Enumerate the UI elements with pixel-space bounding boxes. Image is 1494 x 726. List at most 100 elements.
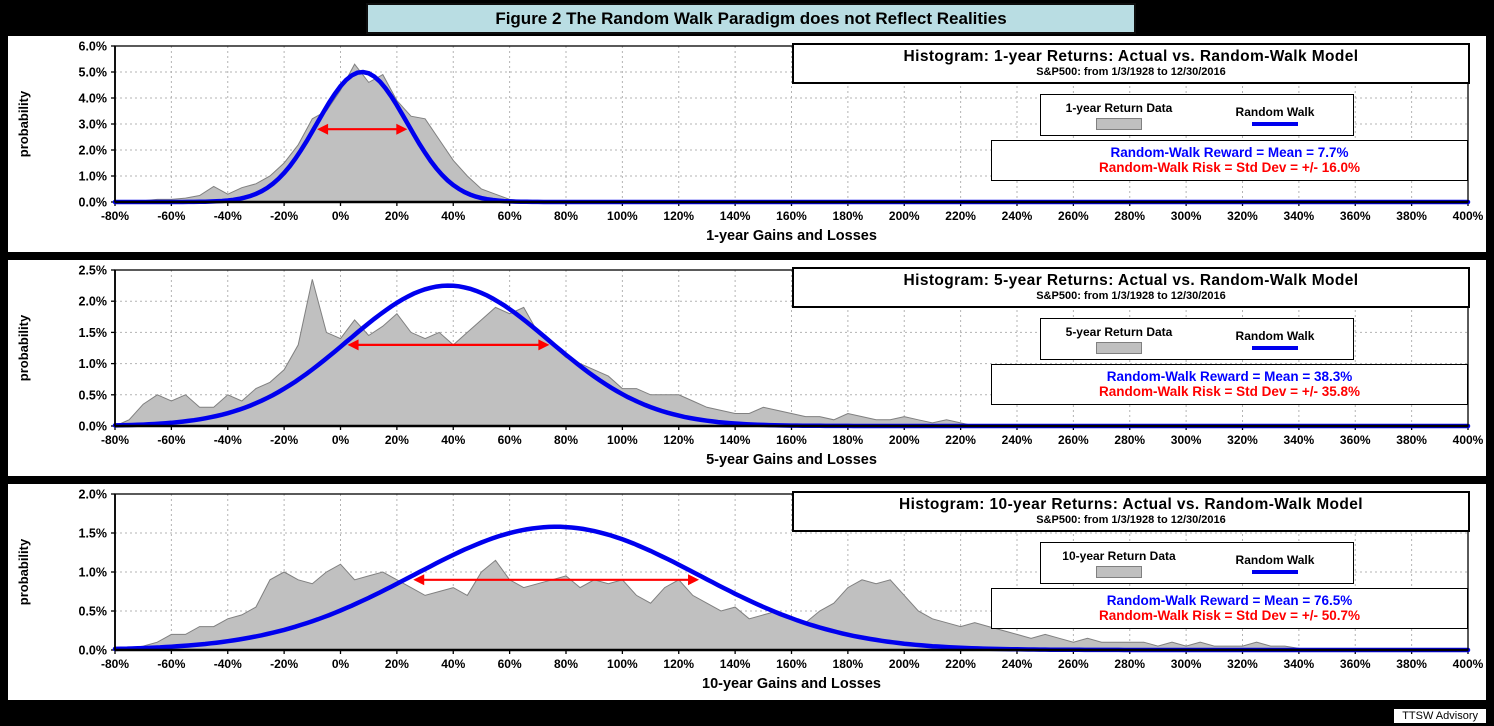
svg-text:20%: 20%: [385, 433, 409, 447]
reward-text: Random-Walk Reward = Mean = 7.7%: [1110, 145, 1349, 160]
legend: 5-year Return Data Random Walk: [1040, 318, 1354, 360]
chart-title-box: Histogram: 1-year Returns: Actual vs. Ra…: [792, 43, 1470, 84]
svg-text:380%: 380%: [1396, 433, 1427, 447]
svg-text:140%: 140%: [720, 657, 751, 671]
svg-text:360%: 360%: [1340, 433, 1371, 447]
svg-text:40%: 40%: [441, 209, 465, 223]
svg-text:240%: 240%: [1002, 209, 1033, 223]
svg-text:0.5%: 0.5%: [79, 605, 108, 619]
svg-text:280%: 280%: [1114, 433, 1145, 447]
chart-subtitle: S&P500: from 1/3/1928 to 12/30/2016: [1036, 290, 1226, 302]
figure-title-banner: Figure 2 The Random Walk Paradigm does n…: [366, 3, 1136, 34]
svg-text:40%: 40%: [441, 657, 465, 671]
svg-text:160%: 160%: [776, 433, 807, 447]
legend-item-random-walk: Random Walk: [1197, 319, 1353, 359]
svg-text:-80%: -80%: [101, 433, 129, 447]
svg-text:400%: 400%: [1453, 209, 1484, 223]
svg-text:300%: 300%: [1171, 209, 1202, 223]
svg-text:200%: 200%: [889, 209, 920, 223]
legend-item-random-walk: Random Walk: [1197, 95, 1353, 135]
svg-text:160%: 160%: [776, 657, 807, 671]
svg-text:-40%: -40%: [214, 657, 242, 671]
histogram-swatch-icon: [1096, 565, 1142, 578]
svg-text:340%: 340%: [1284, 657, 1315, 671]
svg-text:6.0%: 6.0%: [79, 40, 108, 54]
svg-text:2.0%: 2.0%: [79, 144, 108, 158]
svg-text:0%: 0%: [332, 657, 350, 671]
chart-title: Histogram: 10-year Returns: Actual vs. R…: [899, 496, 1363, 513]
svg-text:-20%: -20%: [270, 433, 298, 447]
legend-label: 5-year Return Data: [1065, 324, 1173, 339]
svg-text:80%: 80%: [554, 433, 578, 447]
svg-text:320%: 320%: [1227, 209, 1258, 223]
svg-text:400%: 400%: [1453, 657, 1484, 671]
risk-text: Random-Walk Risk = Std Dev = +/- 35.8%: [1099, 384, 1360, 399]
svg-text:80%: 80%: [554, 209, 578, 223]
svg-text:40%: 40%: [441, 433, 465, 447]
svg-text:140%: 140%: [720, 433, 751, 447]
svg-text:240%: 240%: [1002, 433, 1033, 447]
plot-10-year: 0.0% 0.5% 1.0% 1.5% 2.0% -80% -60% -40% -20% 0% 20…: [79, 488, 1484, 672]
svg-text:100%: 100%: [607, 433, 638, 447]
svg-text:280%: 280%: [1114, 209, 1145, 223]
histogram-swatch-icon: [1096, 341, 1142, 354]
legend-label: 10-year Return Data: [1062, 548, 1176, 563]
svg-text:340%: 340%: [1284, 433, 1315, 447]
random-walk-line-swatch-icon: [1252, 569, 1298, 574]
svg-text:300%: 300%: [1171, 657, 1202, 671]
svg-text:380%: 380%: [1396, 209, 1427, 223]
legend-label: 1-year Return Data: [1065, 100, 1173, 115]
svg-text:-60%: -60%: [157, 209, 185, 223]
chart-panel-1-year: 0.0% 1.0% 2.0% 3.0% 4.0% 5.0% 6.0% -80% -60% -40%…: [8, 36, 1486, 252]
svg-text:80%: 80%: [554, 657, 578, 671]
histogram-swatch-icon: [1096, 117, 1142, 130]
svg-text:120%: 120%: [663, 657, 694, 671]
svg-text:200%: 200%: [889, 433, 920, 447]
svg-text:1.0%: 1.0%: [79, 357, 108, 371]
svg-text:20%: 20%: [385, 209, 409, 223]
svg-text:2.0%: 2.0%: [79, 295, 108, 309]
chart-subtitle: S&P500: from 1/3/1928 to 12/30/2016: [1036, 66, 1226, 78]
risk-text: Random-Walk Risk = Std Dev = +/- 16.0%: [1099, 160, 1360, 175]
svg-text:320%: 320%: [1227, 657, 1258, 671]
svg-text:100%: 100%: [607, 209, 638, 223]
svg-text:320%: 320%: [1227, 433, 1258, 447]
chart-title-box: Histogram: 10-year Returns: Actual vs. R…: [792, 491, 1470, 532]
svg-text:1.0%: 1.0%: [79, 170, 108, 184]
svg-text:280%: 280%: [1114, 657, 1145, 671]
svg-text:180%: 180%: [833, 433, 864, 447]
reward-text: Random-Walk Reward = Mean = 38.3%: [1106, 369, 1353, 384]
svg-text:260%: 260%: [1058, 209, 1089, 223]
chart-title-box: Histogram: 5-year Returns: Actual vs. Ra…: [792, 267, 1470, 308]
svg-text:-40%: -40%: [214, 209, 242, 223]
legend-item-return-data: 5-year Return Data: [1041, 319, 1197, 359]
legend-item-return-data: 1-year Return Data: [1041, 95, 1197, 135]
svg-text:400%: 400%: [1453, 433, 1484, 447]
svg-text:-20%: -20%: [270, 209, 298, 223]
svg-text:4.0%: 4.0%: [79, 92, 108, 106]
svg-text:260%: 260%: [1058, 433, 1089, 447]
svg-text:-60%: -60%: [157, 433, 185, 447]
legend-label: Random Walk: [1235, 552, 1315, 567]
svg-text:180%: 180%: [833, 657, 864, 671]
svg-text:120%: 120%: [663, 209, 694, 223]
svg-text:3.0%: 3.0%: [79, 118, 108, 132]
reward-text: Random-Walk Reward = Mean = 76.5%: [1106, 593, 1353, 608]
svg-text:1.5%: 1.5%: [79, 326, 108, 340]
random-walk-line-swatch-icon: [1252, 345, 1298, 350]
figure-title: Figure 2 The Random Walk Paradigm does n…: [495, 8, 1007, 28]
svg-text:300%: 300%: [1171, 433, 1202, 447]
svg-text:20%: 20%: [385, 657, 409, 671]
legend: 1-year Return Data Random Walk: [1040, 94, 1354, 136]
svg-text:60%: 60%: [498, 657, 522, 671]
svg-text:1.5%: 1.5%: [79, 527, 108, 541]
stats-box: Random-Walk Reward = Mean = 7.7% Random-…: [991, 140, 1468, 181]
svg-text:220%: 220%: [945, 209, 976, 223]
svg-text:340%: 340%: [1284, 209, 1315, 223]
svg-text:0%: 0%: [332, 209, 350, 223]
svg-text:0%: 0%: [332, 433, 350, 447]
y-axis-label: probability: [16, 538, 31, 606]
svg-text:-40%: -40%: [214, 433, 242, 447]
credit-label: TTSW Advisory: [1394, 709, 1486, 723]
svg-text:360%: 360%: [1340, 209, 1371, 223]
